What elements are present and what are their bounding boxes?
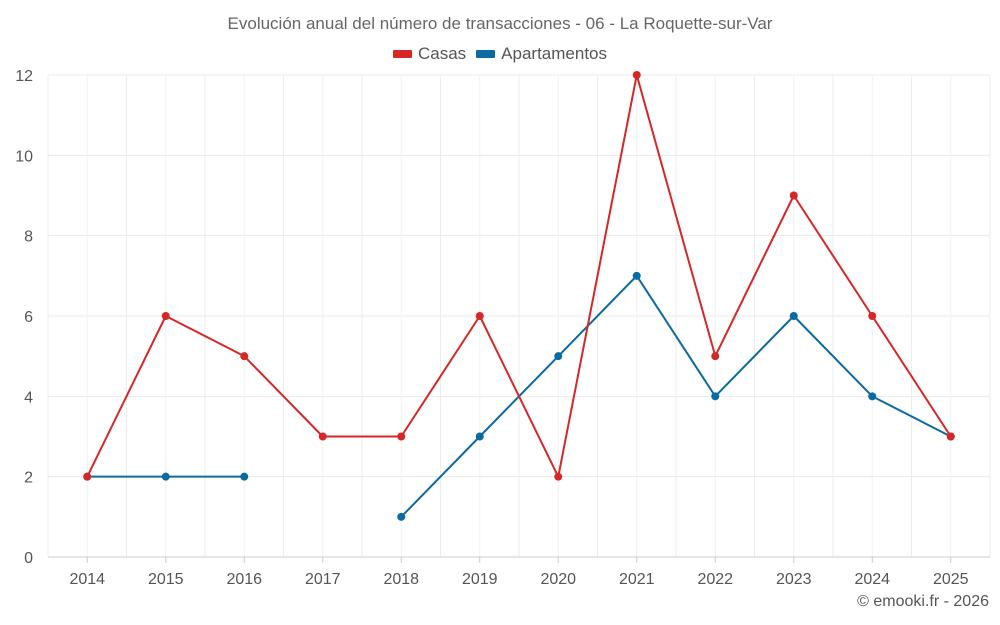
data-point-apartamentos — [711, 392, 720, 401]
y-tick-label: 8 — [24, 229, 33, 246]
legend-swatch-casas — [392, 50, 412, 58]
data-point-apartamentos — [868, 392, 877, 401]
x-tick-label: 2016 — [226, 571, 262, 588]
y-tick-label: 4 — [24, 389, 33, 406]
data-point-casas — [161, 312, 170, 320]
x-tick-label: 2023 — [776, 571, 812, 588]
y-tick-label: 6 — [24, 309, 33, 326]
grid-layer — [47, 74, 991, 557]
data-point-apartamentos — [397, 512, 406, 521]
data-point-apartamentos — [240, 472, 249, 481]
data-point-apartamentos — [632, 271, 641, 280]
x-tick-label: 2014 — [69, 571, 105, 588]
x-tick-label: 2019 — [462, 571, 498, 588]
y-tick-label: 10 — [15, 148, 33, 165]
chart-title: Evolución anual del número de transaccio… — [227, 14, 773, 33]
data-point-apartamentos — [789, 312, 798, 320]
legend-label-apartamentos: Apartamentos — [501, 44, 608, 63]
data-point-casas — [318, 432, 327, 441]
data-point-apartamentos — [475, 432, 484, 441]
data-point-apartamentos — [161, 472, 170, 481]
data-point-casas — [711, 352, 720, 361]
legend-item-casas[interactable]: Casas — [392, 44, 467, 64]
x-tick-label: 2025 — [933, 571, 969, 588]
y-tick-label: 0 — [24, 550, 33, 567]
x-tick-label: 2018 — [383, 571, 419, 588]
legend: Casas Apartamentos — [0, 44, 1000, 64]
data-point-casas — [868, 312, 877, 320]
data-point-apartamentos — [554, 352, 563, 361]
data-point-casas — [632, 71, 641, 79]
y-tick-label: 12 — [15, 68, 33, 85]
legend-label-casas: Casas — [417, 44, 467, 63]
axis-layer: 0 2 4 6 8 10 12 2014 2015 2016 2017 2018 2019 2020 202… — [15, 68, 990, 588]
data-point-casas — [397, 432, 406, 441]
data-point-casas — [475, 312, 484, 320]
x-tick-label: 2021 — [619, 571, 655, 588]
x-tick-label: 2024 — [854, 571, 890, 588]
series-line-apartamentos — [400, 274, 952, 518]
series-line-casas — [86, 74, 952, 478]
x-tick-label: 2020 — [540, 571, 576, 588]
data-point-casas — [83, 472, 92, 481]
credit-text: © emooki.fr - 2026 — [857, 593, 989, 610]
series-layer — [83, 71, 955, 521]
x-tick-label: 2022 — [697, 571, 733, 588]
legend-item-apartamentos[interactable]: Apartamentos — [476, 44, 607, 64]
data-point-casas — [240, 352, 249, 361]
data-point-casas — [946, 432, 955, 441]
x-tick-label: 2017 — [305, 571, 341, 588]
x-tick-label: 2015 — [148, 571, 184, 588]
data-point-casas — [554, 472, 563, 481]
y-tick-label: 2 — [24, 470, 33, 487]
data-point-casas — [789, 191, 798, 200]
legend-swatch-apartamentos — [476, 50, 496, 58]
